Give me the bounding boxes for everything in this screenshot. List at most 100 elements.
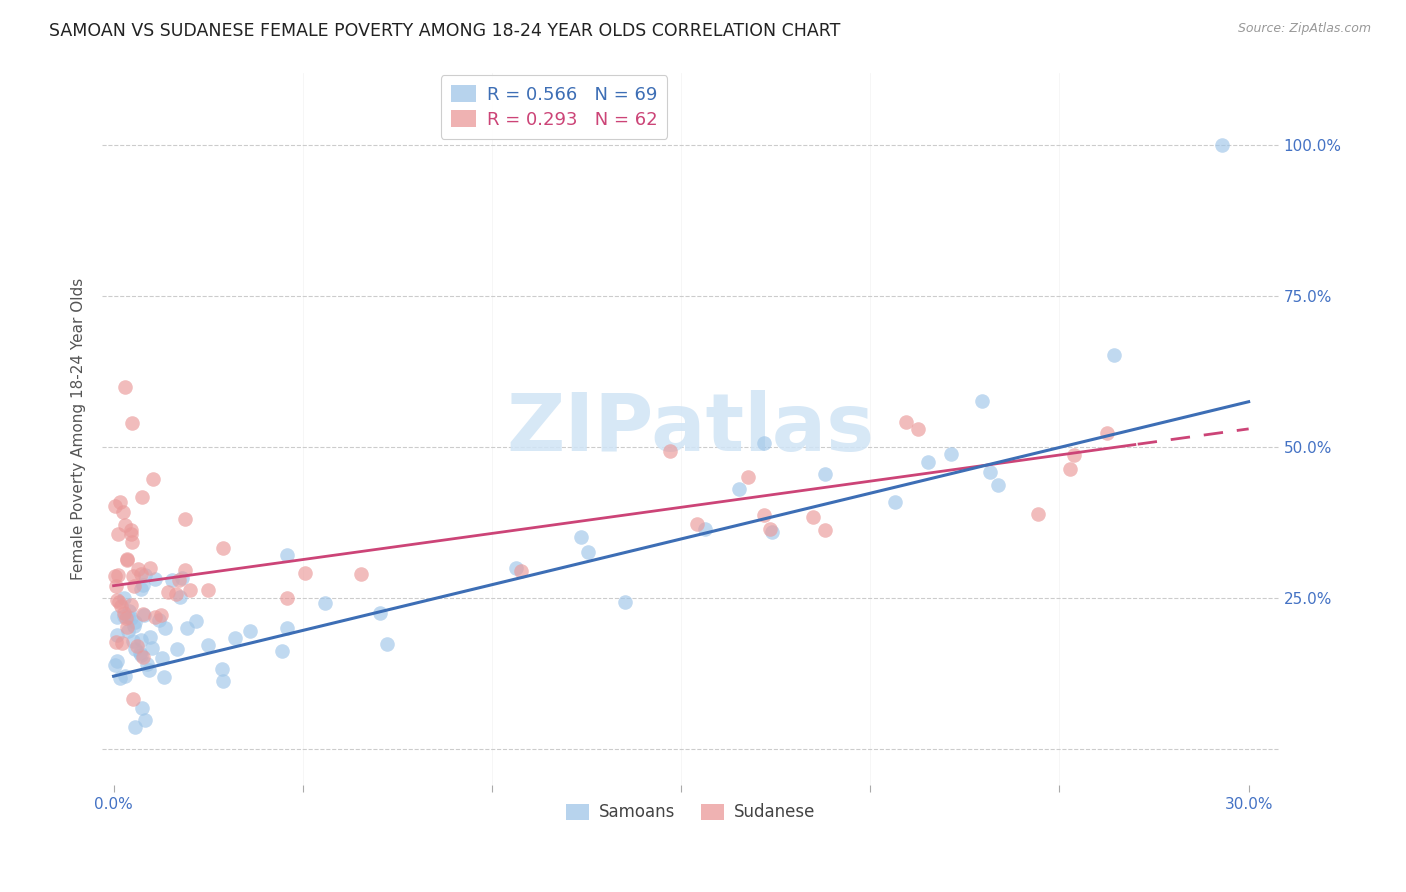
Point — [132, 607, 155, 622]
Point — [131, 648, 153, 662]
Point — [987, 478, 1010, 492]
Point — [117, 552, 139, 566]
Point — [117, 624, 139, 638]
Point — [120, 610, 142, 624]
Point — [105, 610, 128, 624]
Point — [884, 495, 907, 509]
Point — [127, 640, 149, 654]
Point — [759, 523, 782, 537]
Point — [121, 535, 143, 549]
Point — [117, 620, 139, 634]
Point — [111, 636, 134, 650]
Point — [148, 614, 170, 628]
Point — [1095, 425, 1118, 440]
Point — [505, 561, 527, 575]
Point — [737, 469, 759, 483]
Point — [122, 579, 145, 593]
Point — [167, 573, 190, 587]
Point — [1102, 348, 1125, 362]
Point — [122, 634, 145, 648]
Point — [814, 467, 837, 481]
Point — [576, 545, 599, 559]
Point — [150, 651, 173, 665]
Point — [127, 562, 149, 576]
Point — [271, 644, 294, 658]
Point — [509, 564, 531, 578]
Point — [134, 567, 156, 582]
Point — [166, 642, 188, 657]
Point — [124, 720, 146, 734]
Point — [1211, 138, 1233, 153]
Point — [1059, 462, 1081, 476]
Point — [124, 641, 146, 656]
Point — [211, 674, 233, 689]
Text: SAMOAN VS SUDANESE FEMALE POVERTY AMONG 18-24 YEAR OLDS CORRELATION CHART: SAMOAN VS SUDANESE FEMALE POVERTY AMONG … — [49, 22, 841, 40]
Point — [132, 578, 155, 592]
Point — [169, 590, 191, 604]
Point — [693, 522, 716, 536]
Point — [108, 671, 131, 685]
Point — [111, 505, 134, 519]
Point — [105, 593, 128, 607]
Point — [761, 524, 783, 539]
Point — [156, 584, 179, 599]
Point — [114, 518, 136, 533]
Point — [136, 657, 159, 672]
Point — [131, 701, 153, 715]
Point — [239, 624, 262, 639]
Point — [114, 669, 136, 683]
Point — [165, 587, 187, 601]
Point — [314, 596, 336, 610]
Point — [907, 422, 929, 436]
Point — [686, 517, 709, 532]
Point — [107, 567, 129, 582]
Point — [211, 662, 233, 676]
Point — [134, 608, 156, 623]
Point — [122, 569, 145, 583]
Point — [132, 649, 155, 664]
Point — [896, 415, 918, 429]
Point — [122, 691, 145, 706]
Point — [754, 435, 776, 450]
Point — [1028, 508, 1050, 522]
Point — [172, 571, 194, 585]
Point — [368, 607, 391, 621]
Point — [129, 632, 152, 647]
Point — [131, 490, 153, 504]
Point — [138, 663, 160, 677]
Point — [814, 523, 837, 537]
Point — [117, 610, 139, 624]
Point — [115, 553, 138, 567]
Point — [121, 416, 143, 430]
Point — [727, 482, 749, 496]
Point — [1063, 448, 1085, 462]
Point — [752, 508, 775, 523]
Point — [112, 609, 135, 624]
Point — [569, 530, 592, 544]
Point — [224, 631, 246, 645]
Point — [128, 647, 150, 661]
Point — [141, 640, 163, 655]
Point — [212, 541, 235, 556]
Point — [917, 455, 939, 469]
Point — [350, 567, 373, 582]
Point — [114, 611, 136, 625]
Point — [801, 509, 824, 524]
Point — [174, 563, 197, 577]
Point — [110, 494, 132, 508]
Point — [107, 527, 129, 541]
Point — [124, 615, 146, 630]
Point — [114, 591, 136, 605]
Point — [120, 527, 142, 541]
Point — [141, 473, 163, 487]
Point — [276, 548, 298, 562]
Point — [276, 621, 298, 635]
Y-axis label: Female Poverty Among 18-24 Year Olds: Female Poverty Among 18-24 Year Olds — [72, 277, 86, 580]
Point — [114, 379, 136, 393]
Point — [143, 610, 166, 624]
Point — [160, 574, 183, 588]
Point — [613, 595, 636, 609]
Text: ZIPatlas: ZIPatlas — [506, 390, 875, 468]
Point — [110, 599, 132, 613]
Point — [120, 523, 142, 537]
